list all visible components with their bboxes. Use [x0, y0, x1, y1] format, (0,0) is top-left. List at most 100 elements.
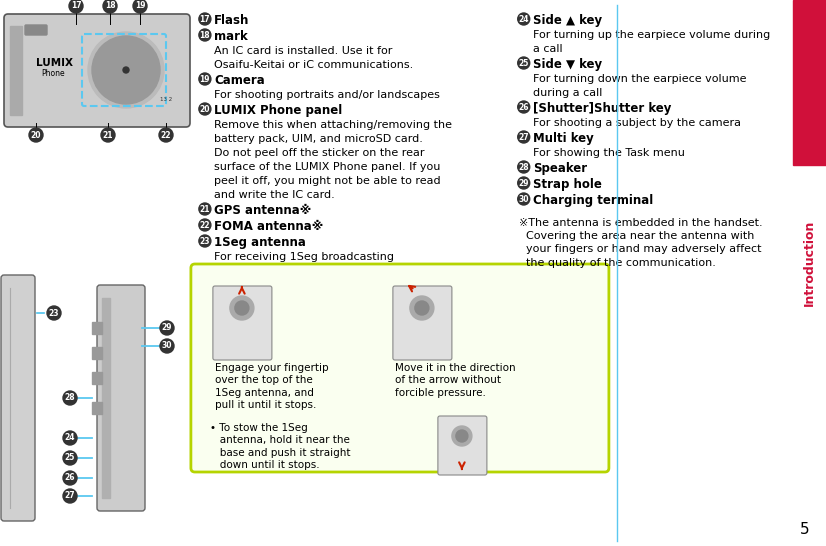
- Text: 30: 30: [519, 194, 529, 204]
- Text: For turning down the earpiece volume: For turning down the earpiece volume: [533, 74, 746, 84]
- Circle shape: [199, 203, 211, 215]
- Text: Charging terminal: Charging terminal: [533, 194, 653, 207]
- Text: battery pack, UIM, and microSD card.: battery pack, UIM, and microSD card.: [214, 134, 423, 144]
- Text: 18: 18: [200, 31, 210, 39]
- Circle shape: [92, 36, 160, 104]
- Text: LUMIX: LUMIX: [36, 58, 73, 68]
- Text: 22: 22: [161, 130, 171, 139]
- FancyBboxPatch shape: [438, 416, 487, 475]
- Circle shape: [88, 32, 164, 108]
- Circle shape: [159, 128, 173, 142]
- Circle shape: [199, 235, 211, 247]
- Text: For shooting portraits and/or landscapes: For shooting portraits and/or landscapes: [214, 90, 439, 100]
- Bar: [92, 347, 102, 359]
- Text: 21: 21: [102, 130, 113, 139]
- Text: Remove this when attaching/removing the: Remove this when attaching/removing the: [214, 120, 452, 130]
- Circle shape: [235, 301, 249, 315]
- Circle shape: [118, 62, 134, 78]
- Circle shape: [69, 0, 83, 13]
- Text: Introduction: Introduction: [803, 220, 815, 306]
- FancyBboxPatch shape: [97, 285, 145, 511]
- Circle shape: [199, 103, 211, 115]
- Circle shape: [160, 321, 174, 335]
- Text: ※The antenna is embedded in the handset.
  Covering the area near the antenna wi: ※The antenna is embedded in the handset.…: [519, 218, 762, 268]
- Circle shape: [133, 0, 147, 13]
- Text: Osaifu-Keitai or iC communications.: Osaifu-Keitai or iC communications.: [214, 60, 413, 70]
- FancyBboxPatch shape: [393, 286, 452, 360]
- Text: Flash: Flash: [214, 14, 249, 27]
- Circle shape: [110, 54, 142, 86]
- Text: For turning up the earpiece volume during: For turning up the earpiece volume durin…: [533, 30, 770, 40]
- Text: FOMA antenna※: FOMA antenna※: [214, 220, 323, 233]
- Circle shape: [410, 296, 434, 320]
- Text: Do not peel off the sticker on the rear: Do not peel off the sticker on the rear: [214, 148, 425, 158]
- Text: 18: 18: [105, 2, 116, 10]
- Text: An IC card is installed. Use it for: An IC card is installed. Use it for: [214, 46, 392, 56]
- Circle shape: [123, 67, 129, 73]
- Text: mark: mark: [214, 30, 248, 43]
- Circle shape: [518, 161, 529, 173]
- Text: • To stow the 1Seg
   antenna, hold it near the
   base and push it straight
   : • To stow the 1Seg antenna, hold it near…: [210, 423, 350, 470]
- Text: 13 2: 13 2: [160, 97, 173, 102]
- Circle shape: [518, 131, 529, 143]
- Circle shape: [518, 177, 529, 189]
- Text: Side ▼ key: Side ▼ key: [533, 58, 602, 71]
- Bar: [92, 372, 102, 384]
- Text: 24: 24: [519, 15, 529, 23]
- Text: Move it in the direction
of the arrow without
forcible pressure.: Move it in the direction of the arrow wi…: [395, 363, 515, 398]
- Text: 26: 26: [64, 473, 75, 483]
- Text: 20: 20: [31, 130, 41, 139]
- FancyBboxPatch shape: [25, 25, 47, 35]
- Text: 23: 23: [200, 236, 210, 246]
- Text: For shooting a subject by the camera: For shooting a subject by the camera: [533, 118, 741, 128]
- Text: surface of the LUMIX Phone panel. If you: surface of the LUMIX Phone panel. If you: [214, 162, 440, 172]
- Text: 23: 23: [49, 308, 59, 318]
- Text: 28: 28: [64, 394, 75, 402]
- Text: and write the IC card.: and write the IC card.: [214, 190, 335, 200]
- Bar: [92, 402, 102, 414]
- Text: 25: 25: [64, 454, 75, 462]
- Text: 1Seg antenna: 1Seg antenna: [214, 236, 306, 249]
- Circle shape: [518, 193, 529, 205]
- Circle shape: [104, 48, 148, 92]
- Circle shape: [63, 431, 77, 445]
- Text: 19: 19: [200, 74, 210, 84]
- Circle shape: [452, 426, 472, 446]
- Text: a call: a call: [533, 44, 563, 54]
- Bar: [10, 26, 22, 115]
- Text: during a call: during a call: [533, 88, 602, 98]
- Circle shape: [63, 391, 77, 405]
- Circle shape: [518, 101, 529, 113]
- Circle shape: [160, 339, 174, 353]
- Text: Side ▲ key: Side ▲ key: [533, 14, 602, 27]
- Text: 21: 21: [200, 205, 210, 213]
- Text: GPS antenna※: GPS antenna※: [214, 204, 311, 217]
- Circle shape: [518, 57, 529, 69]
- Circle shape: [98, 42, 154, 98]
- Text: Camera: Camera: [214, 74, 264, 87]
- Bar: [92, 322, 102, 334]
- Text: For showing the Task menu: For showing the Task menu: [533, 148, 685, 158]
- Text: 28: 28: [519, 163, 529, 171]
- Circle shape: [230, 296, 254, 320]
- FancyBboxPatch shape: [4, 14, 190, 127]
- Circle shape: [415, 301, 429, 315]
- Text: 17: 17: [200, 15, 210, 23]
- Text: LUMIX Phone panel: LUMIX Phone panel: [214, 104, 342, 117]
- Circle shape: [47, 306, 61, 320]
- Circle shape: [199, 73, 211, 85]
- Circle shape: [101, 128, 115, 142]
- Circle shape: [199, 29, 211, 41]
- FancyBboxPatch shape: [213, 286, 272, 360]
- Text: Speaker: Speaker: [533, 162, 586, 175]
- Circle shape: [29, 128, 43, 142]
- Text: Strap hole: Strap hole: [533, 178, 601, 191]
- Text: 27: 27: [64, 491, 75, 501]
- Text: Multi key: Multi key: [533, 132, 593, 145]
- Bar: [102, 298, 110, 498]
- Circle shape: [63, 451, 77, 465]
- Text: 26: 26: [519, 103, 529, 111]
- Text: 29: 29: [519, 179, 529, 187]
- Text: 17: 17: [71, 2, 81, 10]
- Text: For receiving 1Seg broadcasting: For receiving 1Seg broadcasting: [214, 252, 394, 262]
